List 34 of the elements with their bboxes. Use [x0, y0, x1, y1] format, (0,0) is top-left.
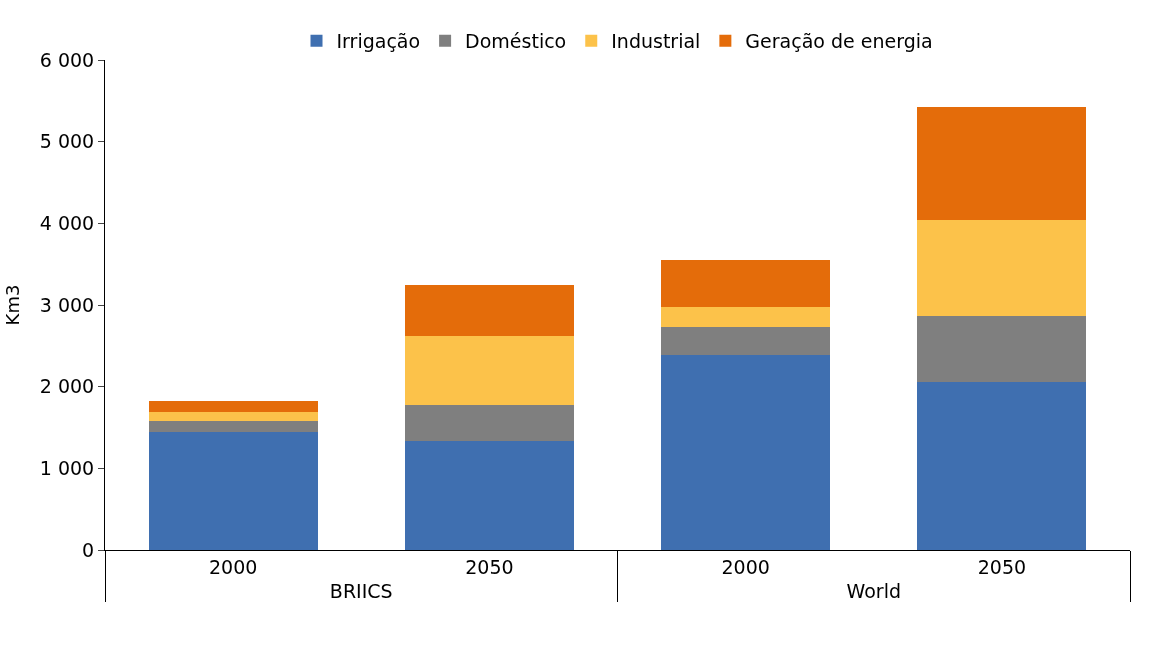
- text: BRIICS: [329, 579, 393, 602]
- bar: [148, 420, 318, 432]
- legend-label: Doméstico: [465, 30, 567, 53]
- y-tick-label: 2 000: [39, 375, 95, 398]
- x-tick-label: 2050: [977, 555, 1027, 578]
- bar: [404, 336, 574, 406]
- legend-label: Industrial: [611, 30, 701, 53]
- bar: [917, 220, 1087, 317]
- x-tick-label: 2050: [465, 555, 514, 578]
- bar: [148, 411, 318, 421]
- bar: [917, 316, 1087, 382]
- bar: [148, 431, 318, 550]
- bar: [148, 401, 318, 412]
- y-tick-label: 5 000: [39, 130, 95, 153]
- x-tick-label: 2000: [208, 555, 258, 578]
- y-tick-label: 1 000: [39, 456, 95, 479]
- bar: [404, 405, 574, 442]
- bar: [404, 441, 574, 550]
- bar: [661, 260, 831, 308]
- bar: [661, 354, 831, 550]
- bar: [661, 327, 831, 355]
- x-tick-label: 2000: [721, 555, 770, 578]
- y-tick-label: 4 000: [39, 211, 95, 234]
- legend-label: Irrigação: [336, 30, 421, 53]
- bar: [917, 106, 1087, 221]
- y-tick-label: 6 000: [39, 48, 95, 71]
- bar: [661, 307, 831, 328]
- legend-label: Geração de energia: [745, 30, 933, 53]
- y-axis-title: Km3: [1, 284, 23, 326]
- bar: [917, 381, 1087, 550]
- y-tick-label: 0: [82, 538, 95, 561]
- y-tick-label: 3 000: [39, 293, 95, 316]
- text: World: [846, 579, 901, 602]
- bar: [404, 284, 574, 337]
